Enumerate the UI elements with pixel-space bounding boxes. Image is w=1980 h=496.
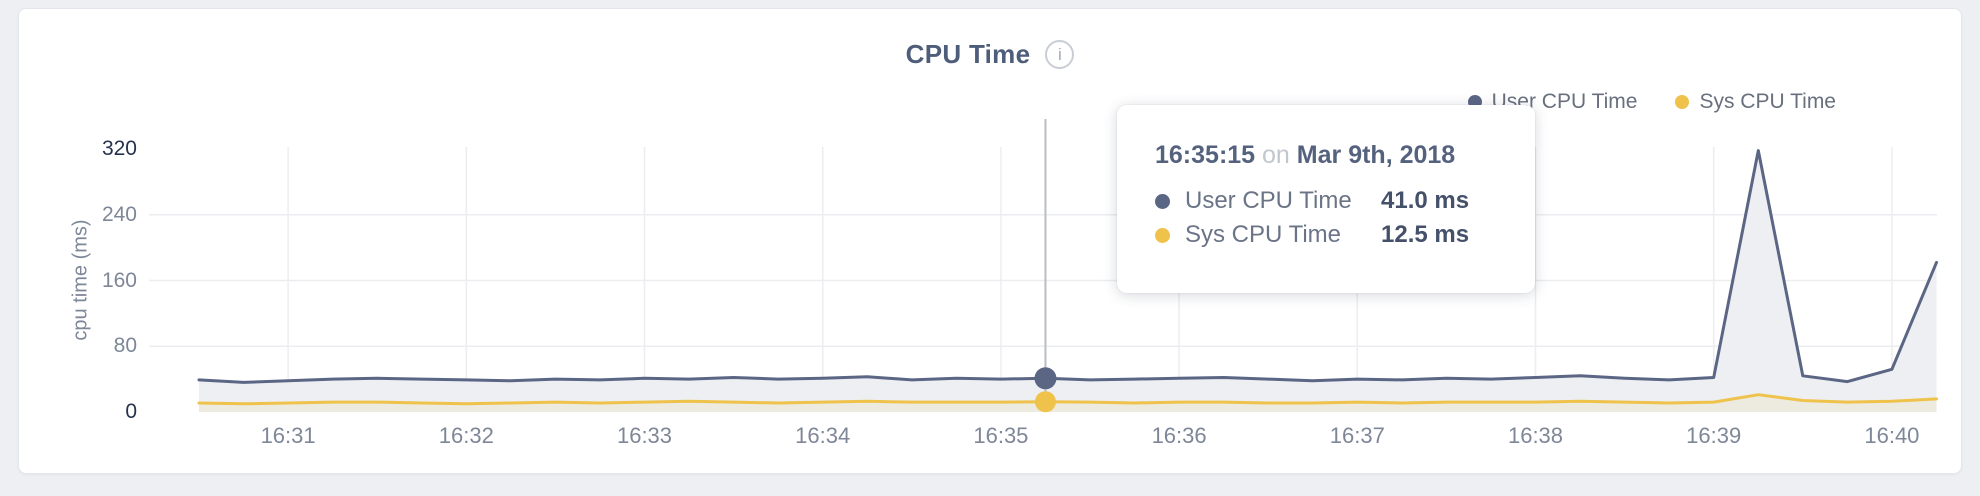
tooltip-header: 16:35:15 on Mar 9th, 2018 xyxy=(1155,141,1535,170)
legend-item-sys[interactable]: Sys CPU Time xyxy=(1675,90,1836,114)
x-axis-tick: 16:35 xyxy=(973,423,1029,448)
info-icon[interactable]: i xyxy=(1045,40,1075,69)
x-axis-tick: 16:40 xyxy=(1864,423,1920,448)
y-axis-tick: 320 xyxy=(101,137,137,160)
hover-dot-user xyxy=(1034,367,1057,390)
hover-dot-sys xyxy=(1034,391,1056,413)
tooltip-series-value: 12.5 ms xyxy=(1381,221,1470,248)
chart-tooltip: 16:35:15 on Mar 9th, 2018 User CPU Time 4… xyxy=(1117,105,1535,293)
x-axis-tick: 16:34 xyxy=(795,423,851,448)
y-axis-title: cpu time (ms) xyxy=(69,219,92,341)
y-axis-tick: 160 xyxy=(101,268,137,292)
legend-dot-icon xyxy=(1675,95,1690,109)
tooltip-series-row: User CPU Time 41.0 ms xyxy=(1155,184,1535,218)
legend-label: Sys CPU Time xyxy=(1699,90,1836,113)
chart-title: CPU Time xyxy=(905,39,1031,69)
tooltip-conjunction: on xyxy=(1262,141,1290,169)
tooltip-series-name: User CPU Time xyxy=(1185,187,1352,214)
y-axis-tick: 240 xyxy=(101,202,137,226)
y-axis-tick: 0 xyxy=(125,400,137,423)
cpu-time-chart[interactable] xyxy=(19,9,1980,496)
x-axis-tick: 16:39 xyxy=(1686,423,1742,448)
cpu-time-chart-card: CPU Time i 0 80 160 240 320 16:31 16:32 16:33 1… xyxy=(18,8,1962,474)
tooltip-rows: User CPU Time 41.0 ms Sys CPU Time 12.5 ms xyxy=(1155,184,1535,252)
x-axis-tick: 16:38 xyxy=(1507,423,1564,448)
chart-header: CPU Time i xyxy=(19,39,1961,70)
area-user xyxy=(199,150,1937,412)
tooltip-series-value: 41.0 ms xyxy=(1381,187,1470,214)
tooltip-series-row: Sys CPU Time 12.5 ms xyxy=(1155,218,1535,252)
tooltip-time: 16:35:15 xyxy=(1155,141,1256,169)
tooltip-series-name: Sys CPU Time xyxy=(1185,221,1342,248)
x-axis-tick: 16:33 xyxy=(616,423,673,448)
y-axis-tick: 80 xyxy=(113,334,137,358)
x-axis-tick: 16:36 xyxy=(1151,423,1207,448)
line-user xyxy=(197,149,1938,384)
series-dot-icon xyxy=(1155,227,1170,243)
tooltip-date: Mar 9th, 2018 xyxy=(1296,141,1456,169)
x-axis-tick: 16:31 xyxy=(260,423,316,448)
x-axis-tick: 16:37 xyxy=(1329,423,1385,448)
x-axis-tick: 16:32 xyxy=(438,423,494,448)
line-sys xyxy=(197,393,1938,406)
series-dot-icon xyxy=(1155,193,1170,209)
